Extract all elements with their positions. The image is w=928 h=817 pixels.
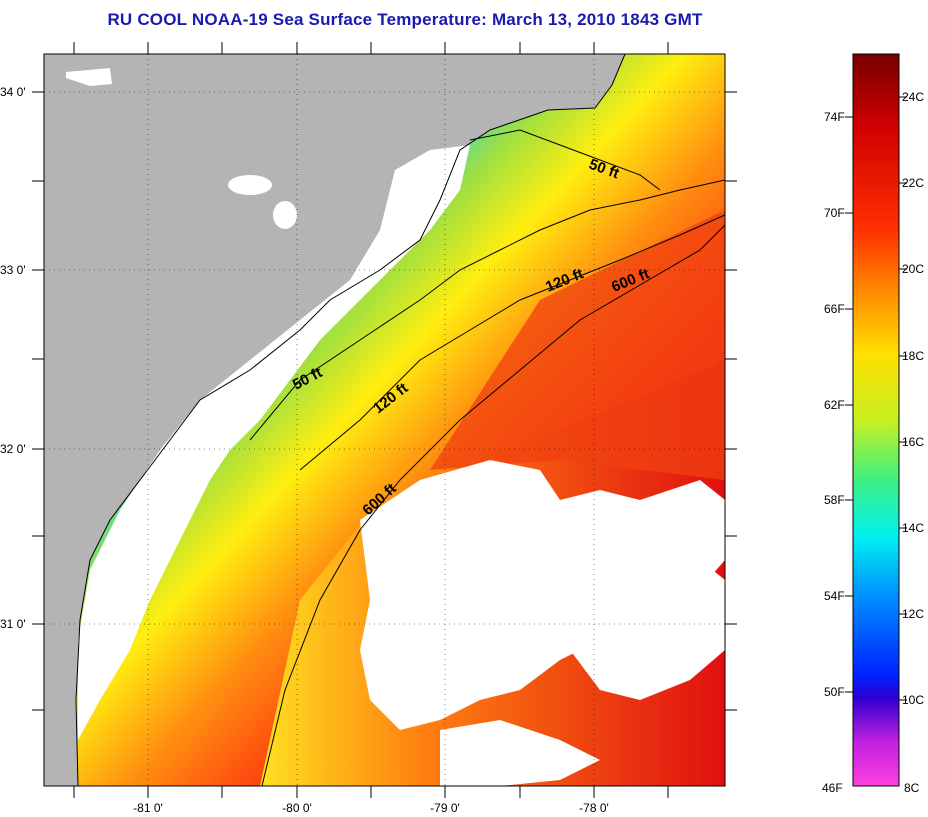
colorbar: [852, 53, 900, 787]
grid-lines: [44, 54, 725, 786]
lon-label-78: -78 0': [579, 801, 609, 815]
lat-label-33: 33 0': [0, 263, 26, 277]
colorbar-label-70f: 70F: [824, 206, 845, 220]
colorbar-label-54f: 54F: [824, 589, 845, 603]
colorbar-ticks: [845, 96, 907, 701]
colorbar-label-24c: 24C: [902, 90, 924, 104]
lat-label-31: 31 0': [0, 617, 26, 631]
colorbar-label-12c: 12C: [902, 607, 924, 621]
colorbar-label-22c: 22C: [902, 176, 924, 190]
colorbar-label-16c: 16C: [902, 435, 924, 449]
lon-label-81: -81 0': [133, 801, 163, 815]
gulf-stream-core: [430, 210, 725, 480]
cloud-mask: [66, 68, 725, 786]
colorbar-label-14c: 14C: [902, 521, 924, 535]
map-area: [44, 54, 725, 786]
map-frame: [43, 53, 726, 787]
lon-ticks: [73, 42, 669, 798]
lat-label-34: 34 0': [0, 85, 26, 99]
colorbar-label-20c: 20C: [902, 262, 924, 276]
colorbar-label-66f: 66F: [824, 302, 845, 316]
colorbar-label-18c: 18C: [902, 349, 924, 363]
colorbar-label-50f: 50F: [824, 685, 845, 699]
colorbar-label-62f: 62F: [824, 398, 845, 412]
colorbar-label-46f: 46F: [822, 781, 843, 795]
lon-label-80: -80 0': [282, 801, 312, 815]
lat-ticks: [32, 91, 737, 711]
lat-label-32: 32 0': [0, 442, 26, 456]
colorbar-label-10c: 10C: [902, 693, 924, 707]
colorbar-label-74f: 74F: [824, 110, 845, 124]
lon-label-79: -79 0': [430, 801, 460, 815]
coastline: [75, 54, 626, 786]
colorbar-label-58f: 58F: [824, 493, 845, 507]
land-area: [44, 54, 625, 786]
map-title: RU COOL NOAA-19 Sea Surface Temperature:…: [107, 10, 703, 29]
isobath-lines: [249, 129, 725, 786]
colorbar-label-8c: 8C: [904, 781, 920, 795]
